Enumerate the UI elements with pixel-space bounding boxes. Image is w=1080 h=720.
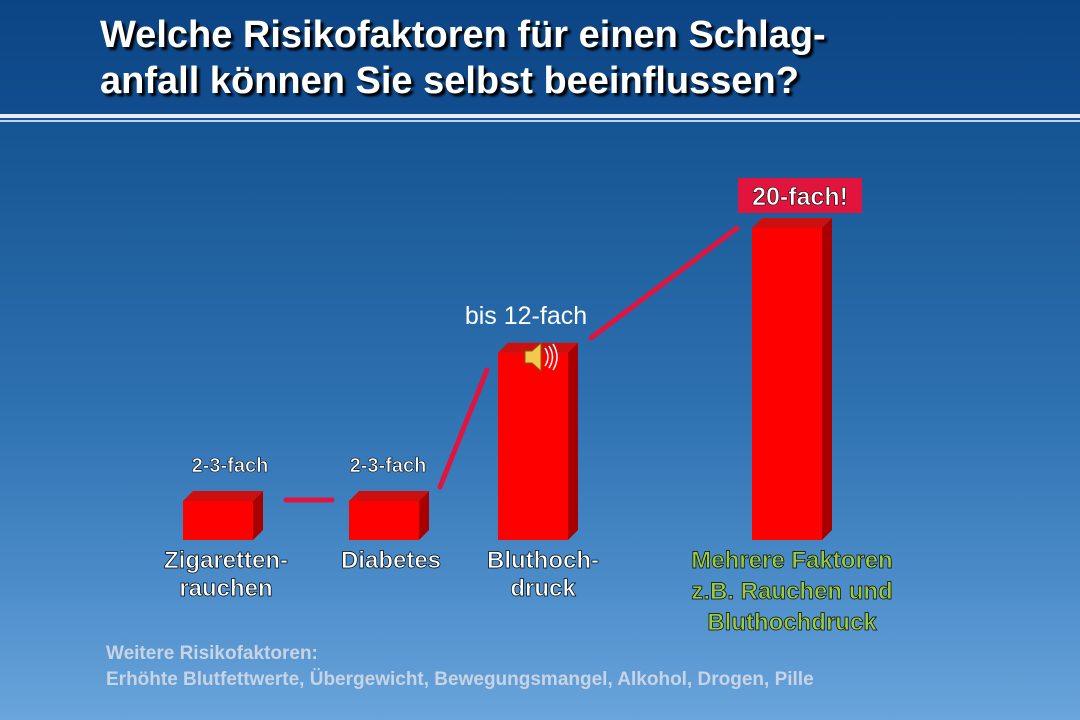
category-label-3: Bluthoch- bbox=[487, 547, 599, 574]
bar-side-4 bbox=[822, 218, 832, 540]
speaker-wave bbox=[552, 343, 558, 371]
value-label-3: bis 12-fach bbox=[465, 302, 587, 330]
speaker-body bbox=[524, 341, 542, 373]
footer-text: Erhöhte Blutfettwerte, Übergewicht, Bewe… bbox=[106, 669, 814, 690]
value-label-4: 20-fach! bbox=[752, 183, 848, 211]
category-label-4: Bluthochdruck bbox=[707, 609, 877, 636]
speaker-wave bbox=[544, 347, 549, 367]
bar-3 bbox=[498, 352, 568, 540]
bar-4 bbox=[752, 228, 822, 540]
bar-1 bbox=[183, 501, 253, 540]
speaker-wave bbox=[548, 345, 554, 369]
title-divider bbox=[0, 114, 1080, 118]
connector-line-3 bbox=[588, 225, 740, 341]
bar-2 bbox=[349, 501, 419, 540]
category-label-1: rauchen bbox=[179, 575, 272, 602]
bar-side-3 bbox=[568, 342, 578, 540]
category-label-4: Mehrere Faktoren bbox=[691, 547, 892, 574]
category-label-1: Zigaretten- bbox=[164, 547, 288, 574]
speaker-icon bbox=[524, 341, 558, 373]
category-label-2: Diabetes bbox=[341, 547, 441, 574]
slide-title: Welche Risikofaktoren für einen Schlag- … bbox=[100, 14, 826, 102]
value-label-2: 2-3-fach bbox=[350, 455, 427, 477]
bar-top-1 bbox=[183, 491, 263, 501]
bar-top-2 bbox=[349, 491, 429, 501]
connector-line-2 bbox=[437, 367, 490, 490]
bar-top-4 bbox=[752, 218, 832, 228]
value-label-4-background bbox=[738, 178, 862, 213]
footer-heading: Weitere Risikofaktoren: bbox=[106, 643, 318, 664]
bar-side-1 bbox=[253, 491, 263, 540]
title-bar bbox=[0, 0, 1080, 114]
further-risk-factors: Weitere Risikofaktoren: Erhöhte Blutfett… bbox=[106, 641, 1066, 693]
value-label-1: 2-3-fach bbox=[192, 455, 269, 477]
category-label-3: druck bbox=[510, 575, 576, 602]
category-label-4: z.B. Rauchen und bbox=[691, 578, 892, 605]
title-divider-thin bbox=[0, 120, 1080, 122]
bar-side-2 bbox=[419, 491, 429, 540]
